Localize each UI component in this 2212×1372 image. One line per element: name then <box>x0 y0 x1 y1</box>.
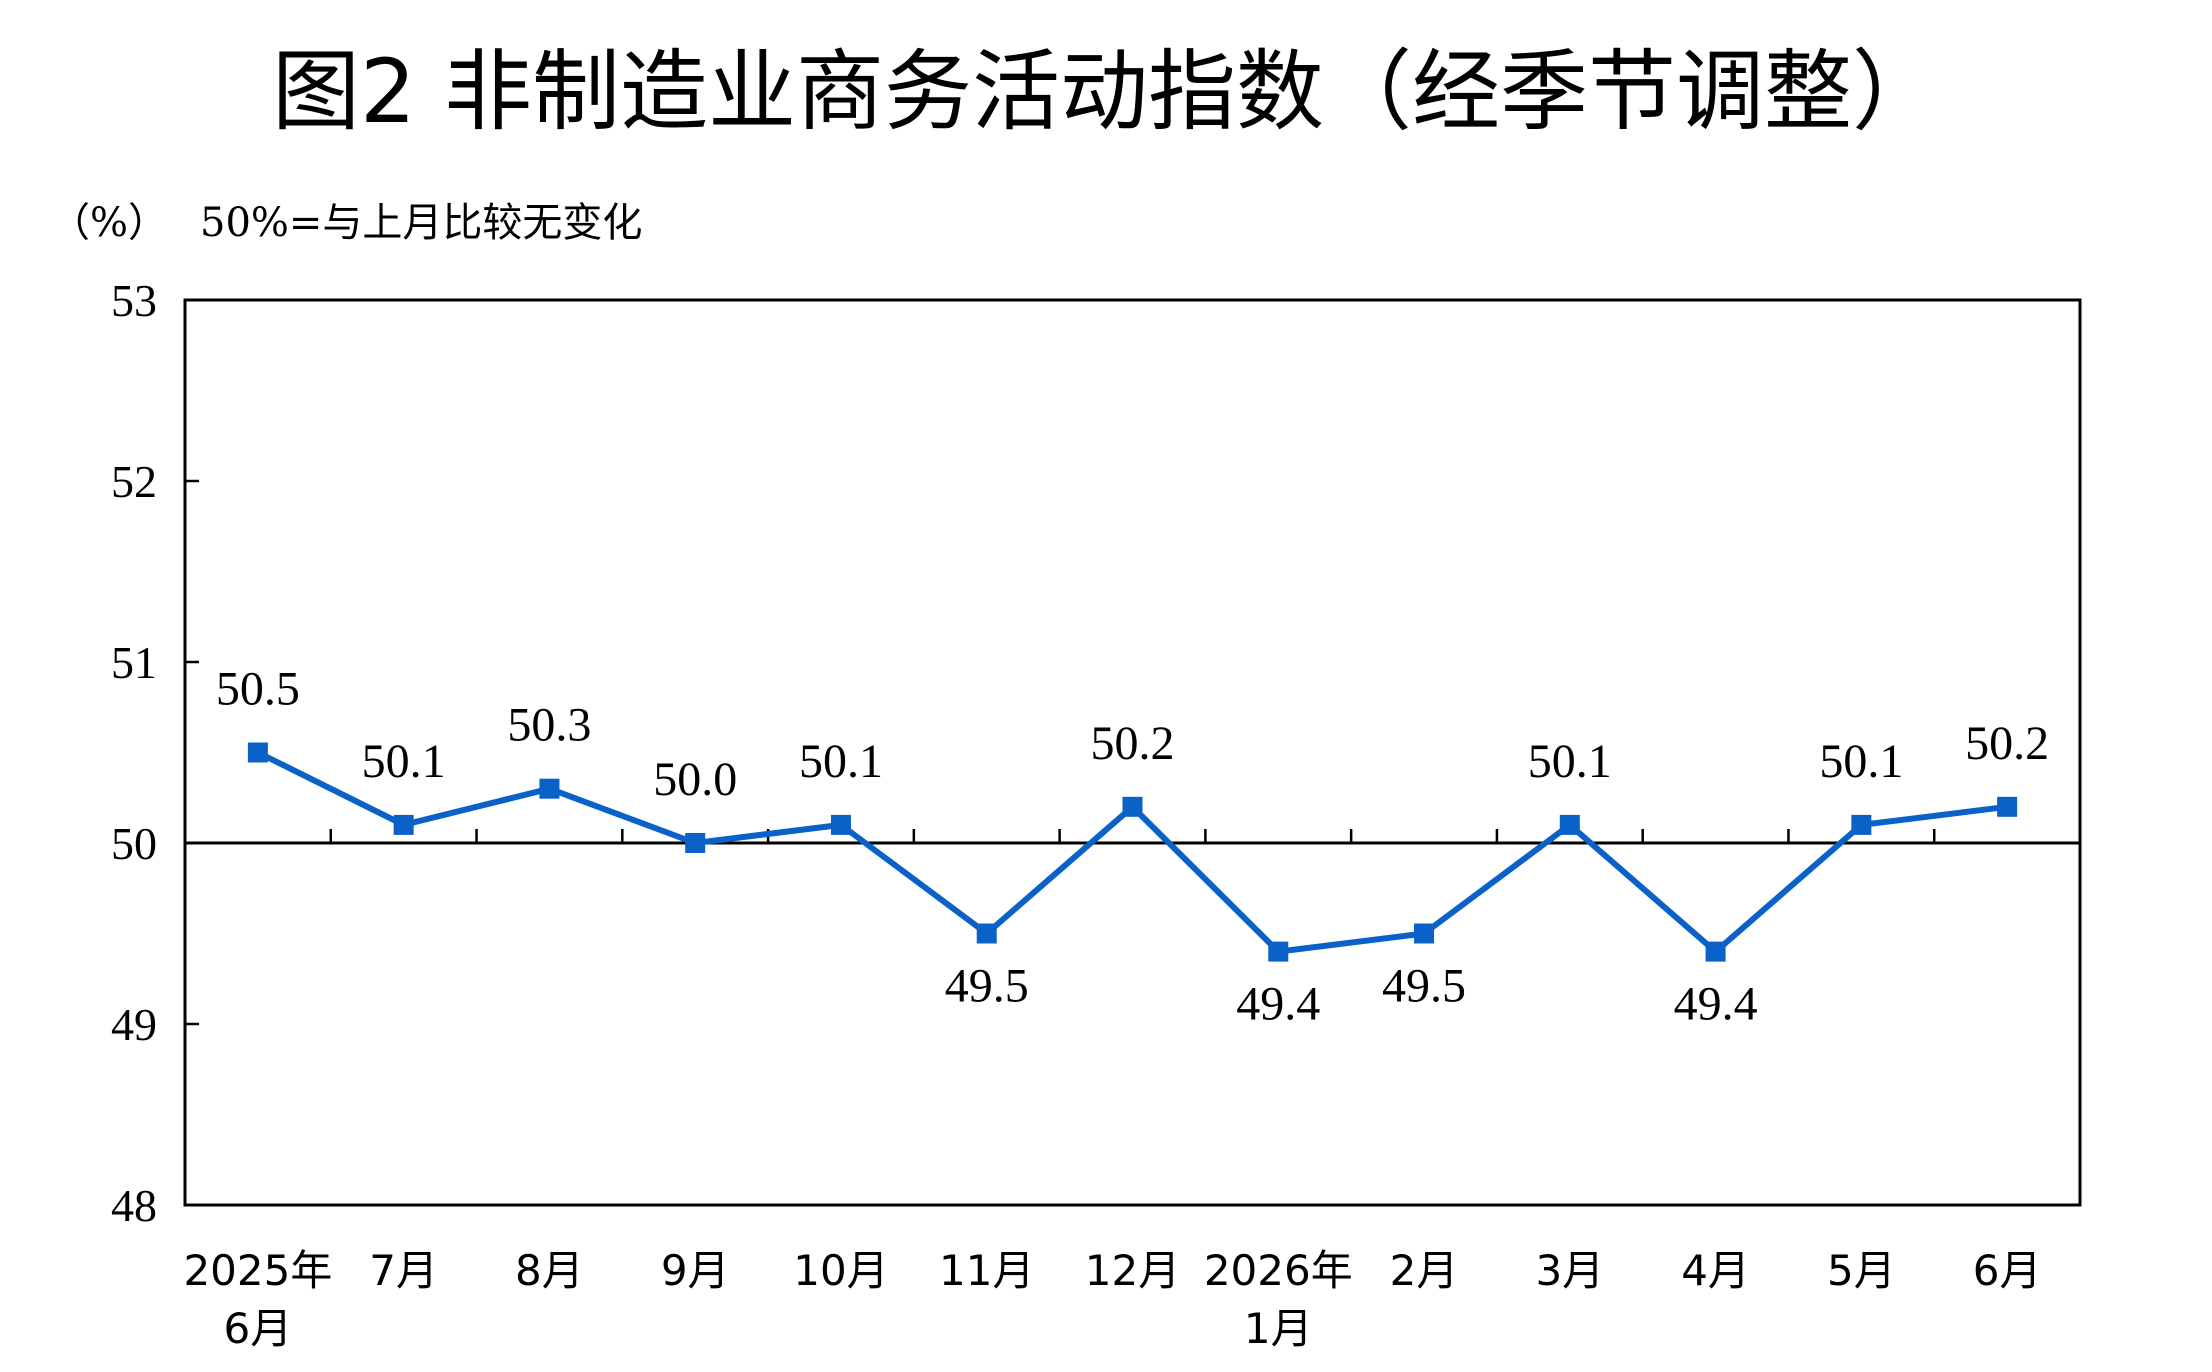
unit-label: （%） <box>50 200 168 246</box>
x-tick-label: 9月 <box>661 1246 730 1295</box>
x-tick-label: 6月 <box>224 1304 293 1353</box>
x-tick-label: 10月 <box>793 1246 888 1295</box>
y-tick-label: 52 <box>111 456 157 507</box>
data-point <box>1122 796 1143 817</box>
x-tick-label: 12月 <box>1085 1246 1180 1295</box>
data-label: 49.4 <box>1674 978 1758 1031</box>
data-label: 50.1 <box>362 735 446 788</box>
data-point <box>539 778 560 799</box>
note-label: 50%=与上月比较无变化 <box>200 200 642 246</box>
data-point <box>1268 941 1289 962</box>
chart-title: 图2 非制造业商务活动指数（经季节调整） <box>272 40 1940 143</box>
plot-area: 48 49 50 51 52 53 2025年 6月 7月 8月 9月 10月 11月 12月 2026年 1… <box>111 275 2082 1353</box>
x-tick-label: 8月 <box>515 1246 584 1295</box>
data-label: 50.3 <box>507 699 591 752</box>
x-tick-label: 5月 <box>1827 1246 1896 1295</box>
data-point <box>976 923 997 944</box>
x-tick-label: 2月 <box>1390 1246 1459 1295</box>
data-label: 49.4 <box>1236 978 1320 1031</box>
data-label: 50.0 <box>653 753 737 806</box>
data-label: 50.2 <box>1091 717 1175 770</box>
data-label: 50.5 <box>216 663 300 716</box>
x-tick-label: 2025年 <box>183 1246 332 1295</box>
y-tick-label: 51 <box>111 637 157 688</box>
data-point <box>1559 814 1580 835</box>
data-point <box>685 833 706 853</box>
y-tick-label: 48 <box>111 1180 157 1231</box>
x-tick-label: 6月 <box>1973 1246 2042 1295</box>
x-tick-label: 3月 <box>1535 1246 1604 1295</box>
data-label: 49.5 <box>945 960 1029 1013</box>
y-tick-label: 49 <box>111 999 157 1050</box>
x-tick-label: 2026年 <box>1204 1246 1353 1295</box>
y-tick-label: 53 <box>111 275 157 326</box>
x-tick-label: 1月 <box>1244 1304 1313 1353</box>
data-point <box>393 814 414 835</box>
data-point <box>1851 814 1872 835</box>
x-tick-label: 7月 <box>369 1246 438 1295</box>
data-point <box>1414 923 1435 944</box>
data-point <box>830 814 851 835</box>
data-label: 50.2 <box>1965 717 2049 770</box>
x-tick-label: 4月 <box>1681 1246 1750 1295</box>
data-point <box>1997 796 2018 817</box>
data-label: 49.5 <box>1382 960 1466 1013</box>
data-point <box>1705 941 1726 962</box>
plot-frame <box>183 298 2082 1207</box>
series-line <box>256 749 2008 955</box>
data-label: 50.1 <box>799 735 883 788</box>
data-label: 50.1 <box>1528 735 1612 788</box>
data-point <box>247 742 268 763</box>
data-label: 50.1 <box>1819 735 1903 788</box>
y-tick-label: 50 <box>111 818 157 869</box>
x-tick-label: 11月 <box>939 1246 1034 1295</box>
